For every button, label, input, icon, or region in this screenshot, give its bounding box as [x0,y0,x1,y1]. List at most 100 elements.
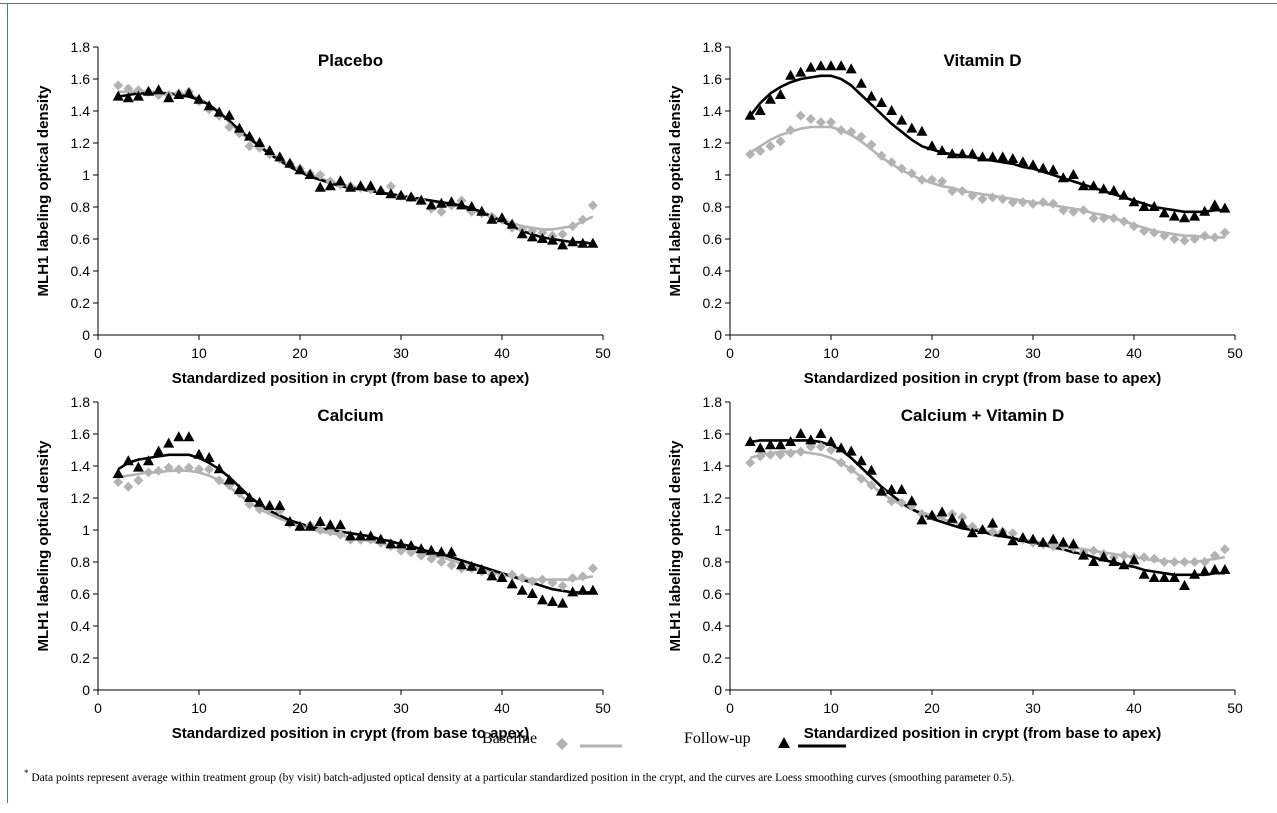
followup-point [395,538,407,549]
followup-point [536,594,548,605]
followup-point [1179,580,1190,590]
followup-point [916,514,928,525]
baseline-point [557,229,568,240]
baseline-point [846,126,857,137]
y-tick-label: 1.6 [71,71,91,87]
baseline-point [446,560,457,571]
y-tick-label: 0.4 [71,618,91,634]
followup-point [956,517,968,528]
baseline-point [1199,557,1210,567]
baseline-point [1078,205,1089,216]
followup-point [1067,538,1079,549]
x-tick-label: 0 [726,700,734,716]
followup-point [526,588,538,598]
baseline-point [916,174,927,185]
baseline-point [587,563,598,574]
followup-point [193,93,205,104]
followup-point [496,212,508,223]
y-tick-label: 0.4 [703,263,723,279]
followup-point [435,197,447,208]
followup-point [1219,202,1231,213]
x-tick-label: 20 [924,700,940,716]
followup-point [516,228,528,239]
followup-point [865,464,877,475]
baseline-point [224,122,235,132]
followup-point [365,530,377,541]
followup-point [526,231,538,242]
baseline-point [826,117,836,128]
baseline-point [1088,213,1099,224]
y-tick-label: 1.2 [703,135,723,151]
x-tick-label: 50 [595,700,611,716]
y-axis-title: MLH1 labeling optical density [667,440,684,652]
y-tick-label: 0.4 [703,618,723,634]
followup-point [345,181,356,192]
followup-point [506,578,518,589]
baseline-point [537,227,548,238]
y-tick-label: 0.6 [703,586,723,602]
x-tick-label: 0 [726,345,734,361]
followup-point [896,114,908,125]
followup-point [946,148,958,159]
y-tick-label: 0 [82,682,90,698]
baseline-point [396,545,406,556]
baseline-point [1219,544,1230,555]
baseline-point [436,557,447,567]
followup-point [855,77,867,88]
followup-point [122,92,134,103]
followup-point [835,60,847,71]
baseline-point [1189,557,1200,567]
followup-point [1118,559,1130,570]
followup-point [865,90,877,101]
followup-point [1088,180,1100,191]
followup-point [203,100,215,111]
followup-point [304,520,316,531]
baseline-point [997,194,1008,204]
baseline-point [1007,528,1018,539]
baseline-point [1048,198,1059,209]
baseline-point [416,550,427,561]
baseline-point [987,526,998,537]
followup-point [906,495,918,506]
followup-point [795,66,807,77]
followup-point [486,570,498,581]
baseline-point [967,190,978,201]
followup-point [1017,532,1029,542]
followup-point [254,496,266,507]
followup-point [213,106,225,117]
followup-point [926,140,938,151]
followup-point [1098,183,1110,194]
followup-point [835,442,847,453]
followup-point [845,63,857,74]
x-tick-label: 50 [1227,700,1243,716]
x-tick-label: 0 [94,700,102,716]
baseline-point [1189,234,1200,244]
y-tick-label: 1.4 [703,103,723,119]
baseline-point [204,464,215,475]
baseline-loess-curve [118,90,594,231]
followup-point [506,218,518,229]
x-axis-title: Standardized position in crypt (from bas… [804,725,1162,742]
baseline-point [153,465,164,476]
y-tick-label: 1.8 [703,39,723,55]
followup-point [1148,201,1160,211]
baseline-point [1088,545,1099,556]
followup-point [415,543,427,554]
followup-point [764,439,776,450]
followup-point [1047,164,1059,175]
followup-point [375,185,387,195]
followup-point [845,445,857,456]
followup-point [795,428,807,438]
followup-point [122,455,134,466]
baseline-point [507,569,518,580]
frame-top-border [0,3,1277,4]
followup-point [876,485,887,496]
followup-point [153,84,165,95]
followup-point [1199,565,1211,576]
baseline-point [1209,550,1220,561]
y-axis-title: MLH1 labeling optical density [667,85,684,297]
y-tick-label: 1.8 [703,394,723,410]
baseline-point [537,574,548,585]
baseline-point [1149,553,1160,564]
followup-point [385,538,397,549]
